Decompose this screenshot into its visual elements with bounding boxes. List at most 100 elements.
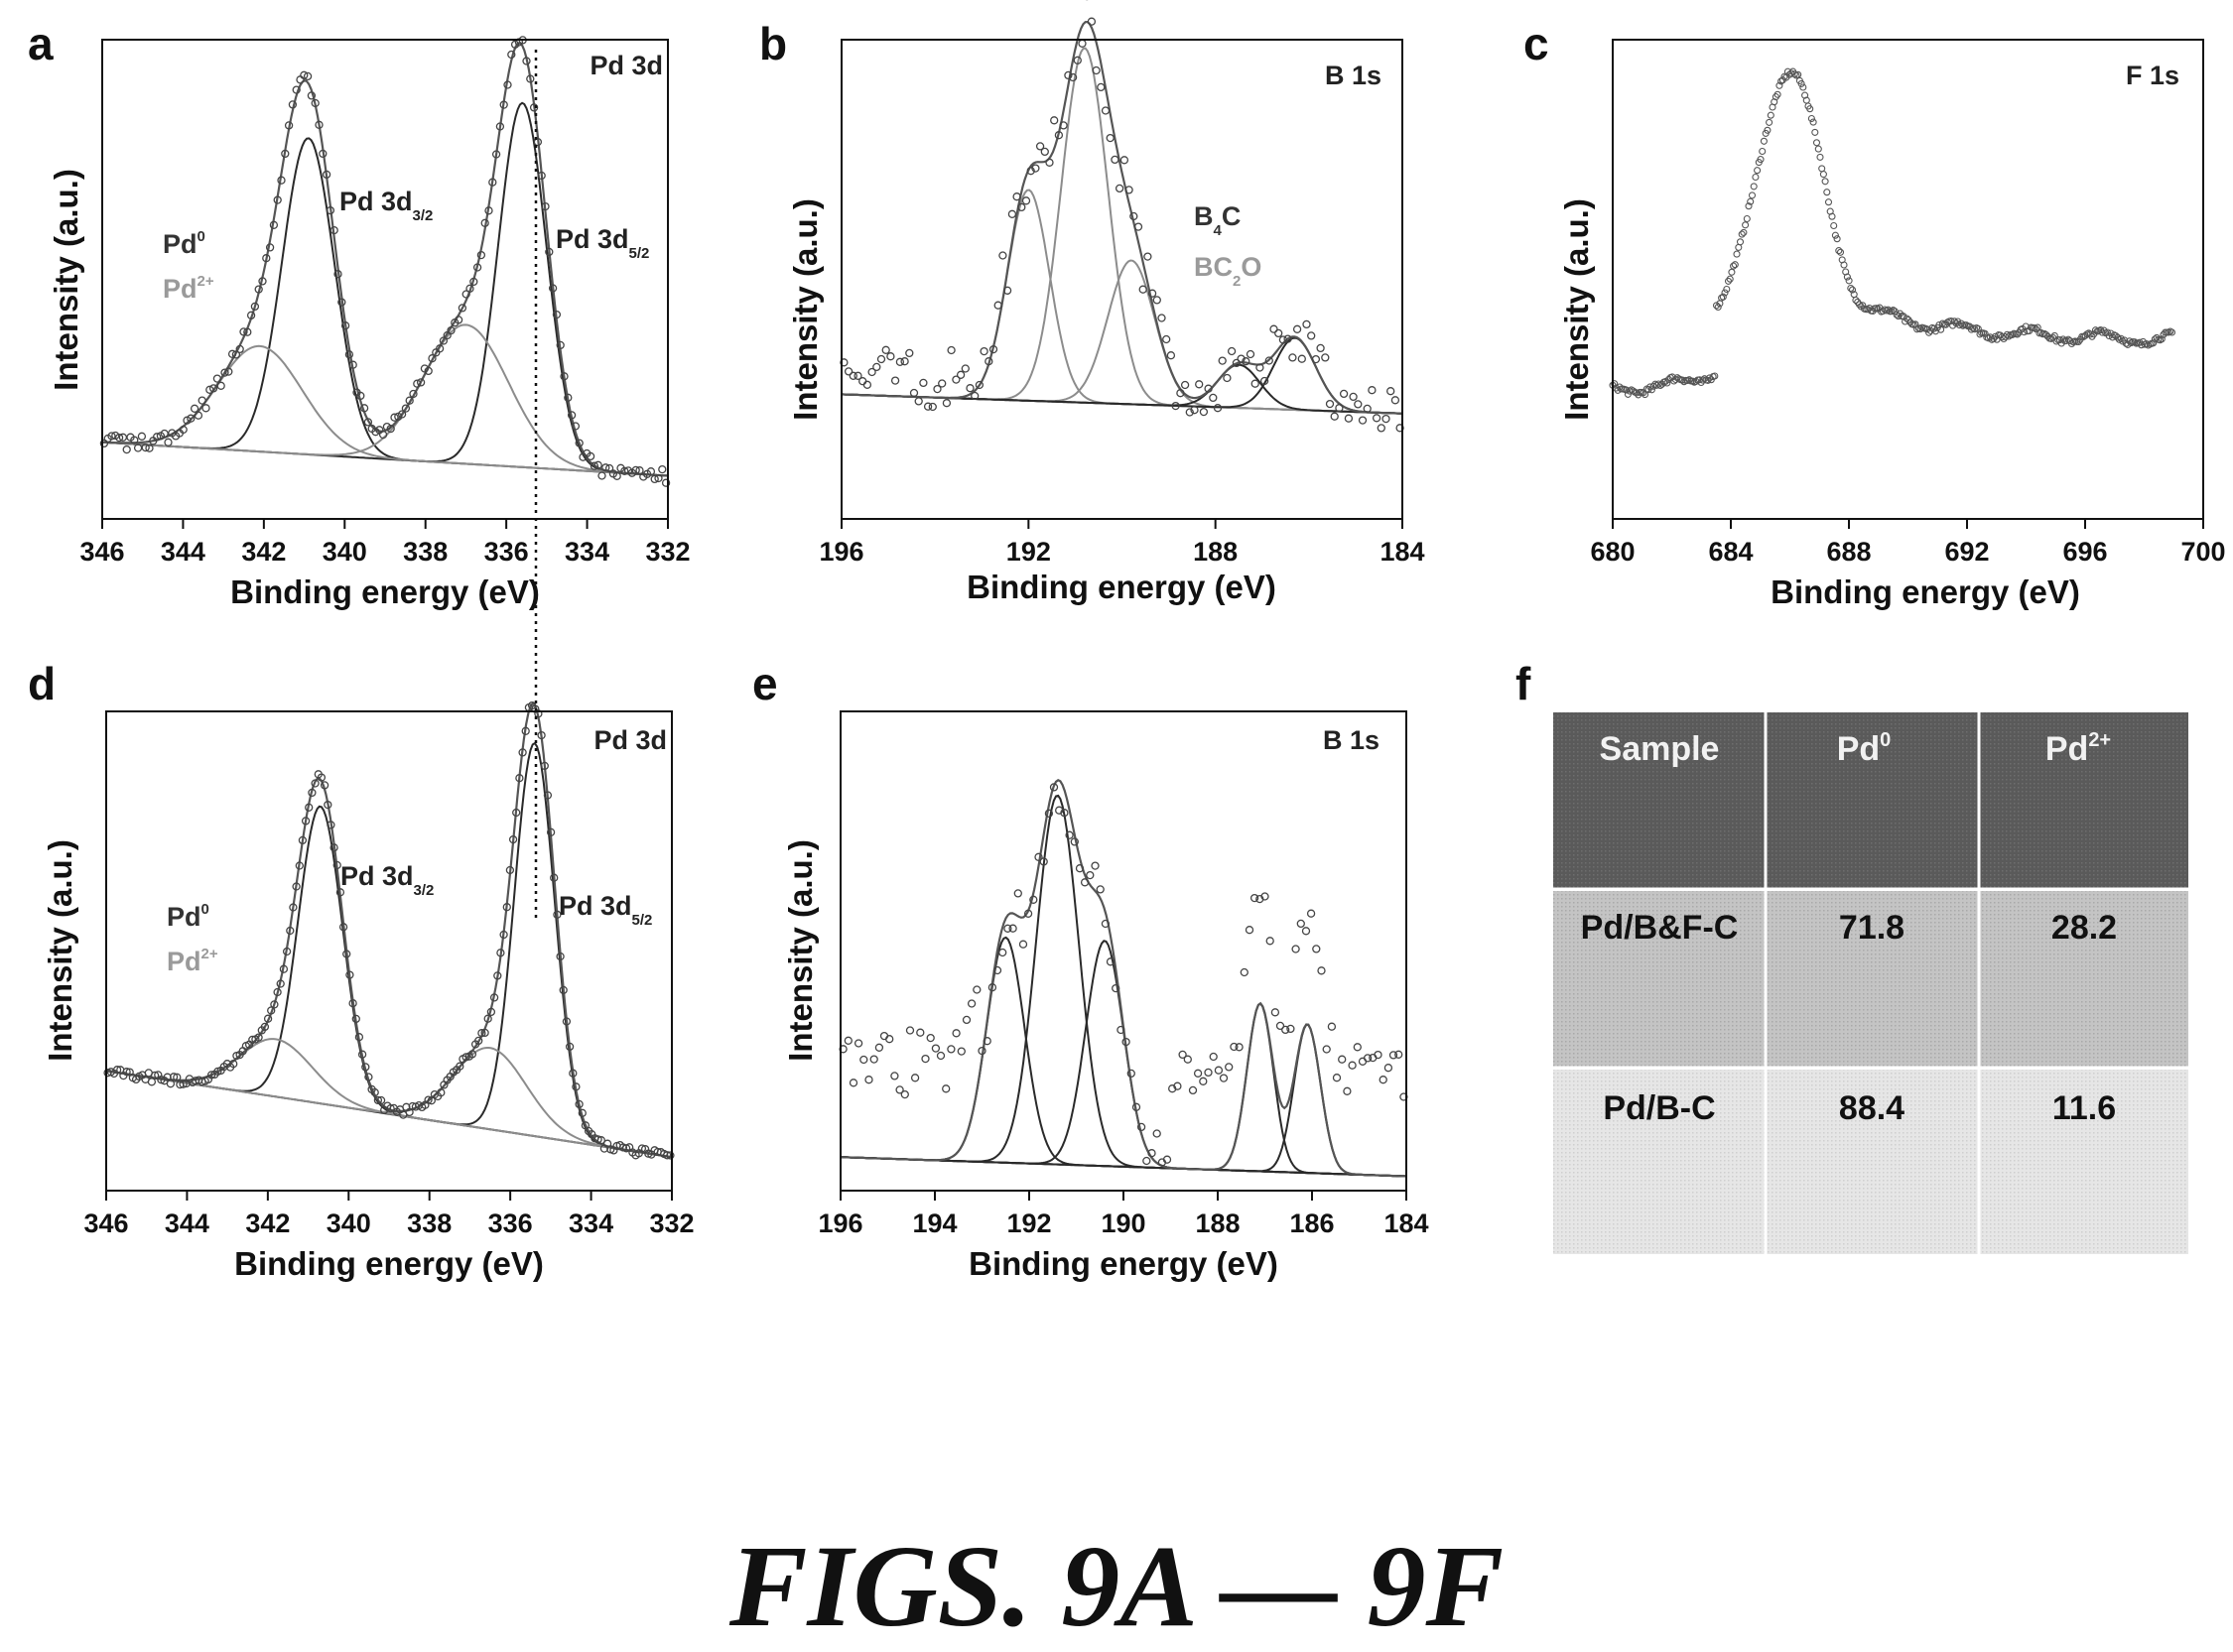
panel-c-data-point [1833, 235, 1841, 243]
panel-b-data-point [1395, 424, 1404, 433]
panel-d-data-point [581, 1121, 591, 1130]
panel-a-data-point [208, 384, 218, 393]
panel-c-data-point [1847, 284, 1855, 293]
panel-d-frame [105, 710, 673, 1192]
panel-b-data-point [1106, 133, 1115, 143]
panel-a-data-point [413, 379, 422, 388]
panel-e-data-point [1070, 837, 1079, 846]
panel-a-data-point [118, 433, 128, 442]
panel-a-data-point [149, 437, 158, 445]
panel-a-data-point [461, 290, 470, 299]
panel-c-frame [1612, 39, 2204, 520]
panel-a-data-point [111, 431, 120, 441]
panel-e-data-point [926, 1033, 935, 1043]
panel-c-x-axis-label: Binding energy (eV) [1771, 573, 2080, 610]
panel-e-frame [840, 710, 1407, 1192]
panel-b-data-point [1372, 414, 1381, 423]
panel-c-data-point [1903, 315, 1910, 322]
panel-d-x-tick-label-7: 332 [649, 1208, 694, 1238]
panel-d-data-point [572, 1082, 581, 1091]
panel-e-data-point [1147, 1149, 1156, 1158]
panel-a-data-point [250, 302, 260, 312]
panel-a-data-point [190, 404, 199, 413]
panel-e-data-point [947, 1045, 956, 1054]
panel-c-data-point [1630, 387, 1638, 395]
panel-c-data-point [1923, 325, 1931, 333]
panel-a-data-point [273, 195, 282, 204]
panel-e-data-point [849, 1079, 858, 1087]
panel-a-label-3d32: Pd 3d3/2 [339, 187, 433, 224]
panel-c-data-point [1797, 79, 1805, 87]
panel-c-data-point [1759, 147, 1767, 156]
panel-c-data-point [1816, 153, 1824, 161]
panel-b-x-ticks: 196 192 188 184 [819, 519, 1425, 567]
panel-b-peak-1 [841, 47, 1402, 415]
panel-c-data-point [2008, 330, 2017, 339]
panel-a-data-point [145, 444, 154, 452]
panel-c-data-point [1714, 303, 1722, 312]
panel-e-data-point [1338, 1055, 1347, 1064]
panel-b-data-point [1129, 211, 1138, 221]
panel-d-data-point [578, 1108, 587, 1117]
panel-e-data-point [869, 1055, 878, 1064]
panel-e-data-point [1219, 1074, 1229, 1082]
panel-e-data-point [874, 1043, 884, 1052]
panel-b-data-point [1250, 379, 1259, 388]
panel-e-data-point [1106, 957, 1116, 966]
panel-c-data-point [1799, 83, 1807, 91]
panel-b-data-point [1242, 357, 1250, 366]
panel-a-data-point [269, 220, 279, 229]
panel-e-data-point [1291, 945, 1300, 953]
panel-e-data-point [1332, 1074, 1342, 1082]
panel-b-data-point [1339, 389, 1349, 399]
panel-a-data-point [658, 464, 667, 474]
panel-b-data-point [914, 397, 923, 406]
panel-e-envelope [840, 779, 1407, 1178]
panel-d-data-point [338, 923, 348, 932]
panel-a-data-point [322, 170, 331, 180]
panel-a-data-point [661, 478, 671, 487]
panel-e-x-tick-label-5: 186 [1289, 1208, 1334, 1238]
panel-b-data-point [1092, 65, 1101, 75]
panel-d-x-tick-label-6: 334 [569, 1208, 613, 1238]
panel-a-data-point [246, 311, 256, 319]
panel-d-data-point [499, 930, 508, 940]
panel-e-x-tick-label-4: 188 [1195, 1208, 1240, 1238]
panel-e-peak-4 [840, 1023, 1407, 1178]
panel-e-data-point [1235, 1043, 1244, 1052]
panel-e-data-point [895, 1085, 904, 1094]
panel-e-data-point [1142, 1156, 1151, 1166]
panel-a-x-ticks: 346 344 342 340 338 336 334 332 [79, 519, 691, 567]
panel-d-data-point [512, 808, 521, 818]
panel-b-data-point [961, 364, 970, 373]
panel-a-x-tick-label-0: 346 [79, 537, 124, 567]
panel-d-data-point [173, 1073, 182, 1081]
panel-c-data-point [1752, 173, 1760, 182]
panel-b-data-point [966, 384, 975, 393]
panel-e-data-point [1225, 1063, 1234, 1072]
panel-d-legend-pd0: Pd0 [167, 901, 209, 932]
panel-c-data-point [1663, 379, 1671, 387]
panel-d-data-point [496, 949, 505, 957]
panel-e-data-point [998, 948, 1007, 957]
panel-d-data-point [537, 730, 546, 740]
panel-c-data-point [1747, 197, 1755, 205]
panel-d-data-point [540, 761, 549, 771]
panel-a-data-point [548, 284, 558, 293]
panel-e-data-point [1388, 1051, 1398, 1060]
panel-b-legend-bc2o: BC2O [1194, 252, 1261, 290]
panel-b-data-point [993, 301, 1002, 310]
panel-d-data-point [575, 1099, 584, 1109]
panel-d-data-point [273, 987, 282, 997]
panel-letter-b: b [759, 18, 787, 69]
panel-e-data-point [1317, 966, 1326, 975]
panel-c-data-point [1766, 118, 1773, 126]
panel-d-data-point [459, 1055, 467, 1064]
panel-a-data-point [639, 472, 648, 481]
panel-d-data-point [361, 1063, 370, 1072]
panel-e-data-point [1055, 806, 1064, 815]
panel-b-data-point [1111, 155, 1119, 165]
panel-e-data-point [1096, 885, 1105, 894]
panel-b-data-point [1368, 386, 1377, 395]
